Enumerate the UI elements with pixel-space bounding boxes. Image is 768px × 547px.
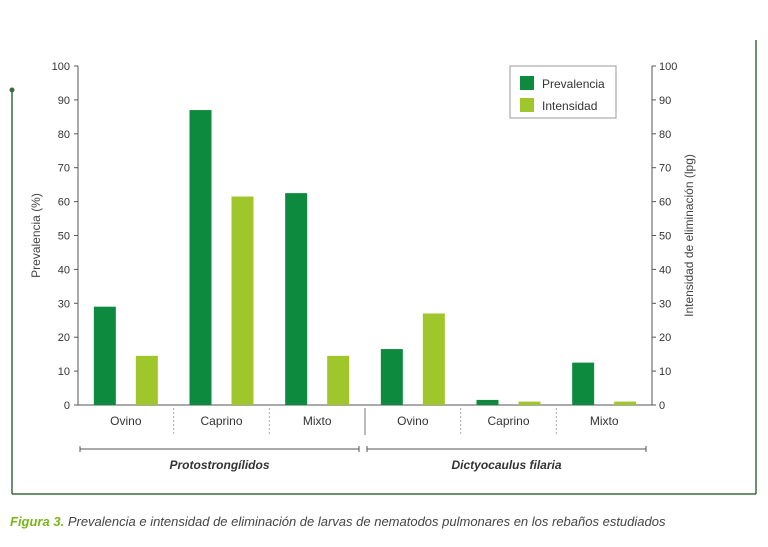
y-tick-label-right: 10 [659,366,671,378]
bar-intensidad [231,196,254,405]
legend-swatch [520,76,534,90]
bar-intensidad [518,401,541,405]
y-tick-label-left: 0 [64,400,70,412]
bar-prevalencia [93,306,116,405]
bar-intensidad [327,355,350,405]
y-tick-label-left: 60 [58,197,70,209]
y-tick-label-right: 80 [659,129,671,141]
figure-label: Figura 3. [10,514,65,529]
y-tick-label-right: 100 [659,61,677,73]
caption-text: Prevalencia e intensidad de eliminación … [67,514,666,529]
y-tick-label-right: 40 [659,264,671,276]
category-label: Mixto [590,414,619,428]
bar-prevalencia [189,110,212,405]
y-tick-label-right: 60 [659,197,671,209]
y-tick-label-left: 90 [58,95,70,107]
bar-intensidad [422,313,445,405]
y-tick-label-left: 10 [58,366,70,378]
category-label: Caprino [487,414,529,428]
category-label: Caprino [200,414,242,428]
y-tick-label-left: 20 [58,332,70,344]
y-tick-label-right: 30 [659,298,671,310]
y-tick-label-right: 50 [659,231,671,243]
group-label: Protostrongílidos [170,458,270,472]
y2-axis-title: Intensidad de eliminación (lpg) [682,154,696,317]
y-tick-label-right: 70 [659,163,671,175]
y-tick-label-right: 20 [659,332,671,344]
figure-caption: Figura 3. Prevalencia e intensidad de el… [10,514,665,529]
bar-prevalencia [572,362,595,405]
category-label: Ovino [397,414,429,428]
bar-prevalencia [476,399,499,405]
y-axis-title: Prevalencia (%) [29,193,43,278]
y-tick-label-left: 40 [58,264,70,276]
bar-prevalencia [285,193,308,405]
bar-intensidad [135,355,158,405]
legend-swatch [520,98,534,112]
legend-label: Intensidad [542,99,597,113]
frame-left-dot [9,87,15,93]
y-tick-label-left: 50 [58,231,70,243]
category-label: Mixto [303,414,332,428]
y-tick-label-left: 30 [58,298,70,310]
category-label: Ovino [110,414,142,428]
y-tick-label-right: 90 [659,95,671,107]
group-label: Dictyocaulus filaria [451,458,561,472]
legend-label: Prevalencia [542,77,605,91]
y-tick-label-right: 0 [659,400,665,412]
y-tick-label-left: 80 [58,129,70,141]
bar-intensidad [614,401,637,405]
y-tick-label-left: 70 [58,163,70,175]
bar-prevalencia [380,349,403,405]
y-tick-label-left: 100 [52,61,70,73]
